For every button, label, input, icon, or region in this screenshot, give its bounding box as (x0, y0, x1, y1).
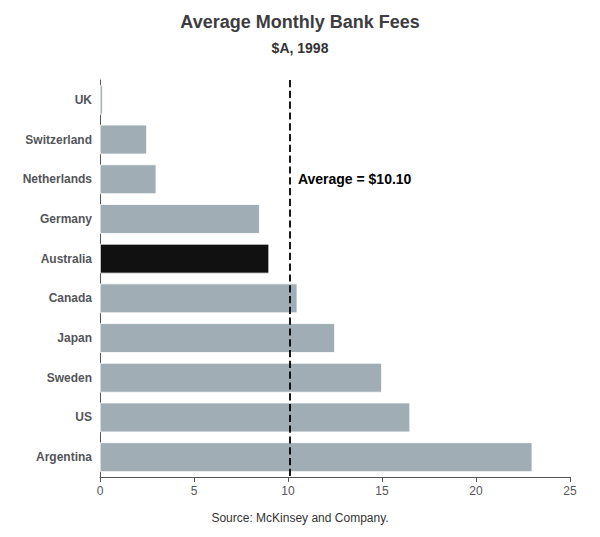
svg-text:Source: McKinsey and Company.: Source: McKinsey and Company. (211, 511, 388, 525)
svg-text:Sweden: Sweden (47, 371, 92, 385)
svg-text:0: 0 (97, 484, 104, 498)
svg-text:10: 10 (281, 484, 295, 498)
svg-text:Argentina: Argentina (36, 450, 92, 464)
svg-text:20: 20 (469, 484, 483, 498)
svg-text:Average Monthly Bank Fees: Average Monthly Bank Fees (180, 12, 419, 32)
svg-text:$A, 1998: $A, 1998 (272, 40, 329, 56)
svg-text:Germany: Germany (40, 212, 92, 226)
svg-text:Canada: Canada (49, 291, 93, 305)
svg-text:5: 5 (191, 484, 198, 498)
svg-text:15: 15 (375, 484, 389, 498)
svg-text:Australia: Australia (41, 252, 93, 266)
svg-text:UK: UK (75, 93, 93, 107)
svg-text:Netherlands: Netherlands (23, 172, 93, 186)
svg-text:Average = $10.10: Average = $10.10 (298, 171, 412, 187)
svg-text:Japan: Japan (57, 331, 92, 345)
svg-text:Switzerland: Switzerland (25, 133, 92, 147)
svg-text:25: 25 (563, 484, 577, 498)
svg-text:US: US (75, 410, 92, 424)
